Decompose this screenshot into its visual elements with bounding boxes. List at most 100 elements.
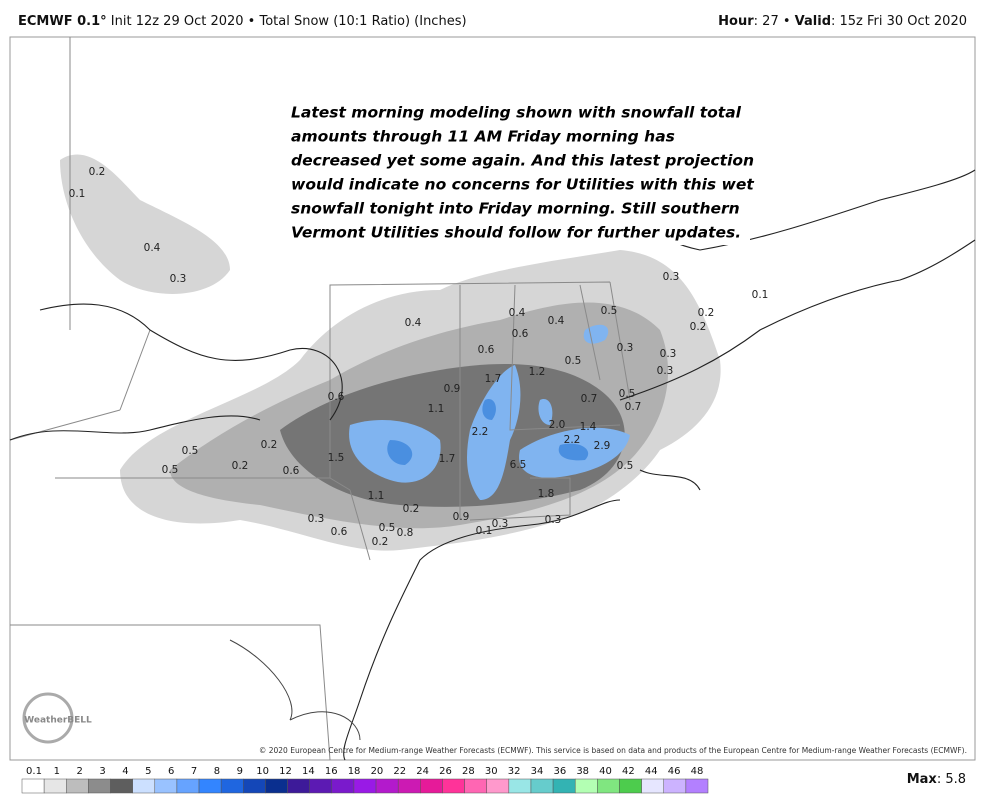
max: Max: 5.8 — [907, 772, 966, 787]
logo-mark — [22, 692, 74, 744]
color-swatch — [420, 778, 443, 794]
map-label: 6.5 — [510, 459, 527, 471]
colorbar-tick: 40 — [599, 766, 612, 777]
map-label: 1.1 — [368, 490, 385, 502]
colorbar-tick: 26 — [439, 766, 452, 777]
annotation: Latest morning modeling shown with snowf… — [291, 104, 754, 242]
annotation-line: snowfall tonight into Friday morning. St… — [291, 200, 740, 218]
annotation-box — [285, 97, 750, 245]
colorbar-tick: 42 — [622, 766, 635, 777]
colorbar-tick: 44 — [645, 766, 658, 777]
map-label: 0.3 — [492, 518, 509, 530]
map-label: 0.9 — [444, 383, 461, 395]
map-label: 0.1 — [69, 188, 86, 200]
colorbar-tick: 4 — [122, 766, 128, 777]
colorbar-tick: 1 — [54, 766, 60, 777]
header-right: Hour: 27 • Valid: 15z Fri 30 Oct 2020 — [718, 14, 967, 29]
map-label: 0.6 — [478, 344, 495, 356]
coastline — [229, 639, 361, 741]
map-label: 0.8 — [397, 527, 414, 539]
map-label: 1.7 — [439, 453, 456, 465]
valid-label: Valid — [795, 14, 831, 29]
colorbar-tick: 38 — [576, 766, 589, 777]
color-swatch — [508, 778, 532, 794]
color-swatch — [641, 778, 664, 794]
color-swatch — [66, 778, 89, 794]
snow-area — [538, 324, 609, 425]
map-label: 0.4 — [405, 317, 422, 329]
map-label: 0.2 — [261, 439, 278, 451]
map-label: 0.1 — [476, 525, 493, 537]
map-label: 0.5 — [162, 464, 179, 476]
color-swatch — [574, 778, 598, 794]
colorbar: 0.1 1 2 3 4 5 6 7 8 9 10 12 14 16 18 20 22 24 26 28 30 32 34 36… — [21, 766, 709, 794]
map-label: 0.3 — [308, 513, 325, 525]
colorbar-tick: 12 — [279, 766, 292, 777]
color-swatch — [88, 778, 111, 794]
annotation-line: amounts through 11 AM Friday morning has — [291, 128, 675, 146]
map-label: 0.5 — [379, 522, 396, 534]
map-label: 0.5 — [182, 445, 199, 457]
colorbar-tick: 0.1 — [26, 766, 42, 777]
copyright: © 2020 European Centre for Medium-range … — [259, 746, 967, 755]
color-swatch — [552, 778, 576, 794]
color-swatch — [243, 778, 266, 794]
color-swatch — [154, 778, 178, 794]
map-label: 0.6 — [331, 526, 348, 538]
boundary — [9, 37, 151, 441]
map-label: 2.0 — [549, 419, 566, 431]
map-label: 1.1 — [428, 403, 445, 415]
map-label: 0.3 — [617, 342, 634, 354]
colorbar-tick: 2 — [77, 766, 83, 777]
map-label: 0.5 — [617, 460, 634, 472]
colorbar-tick: 30 — [485, 766, 498, 777]
valid: : 15z Fri 30 Oct 2020 — [831, 14, 967, 29]
map-label: 0.5 — [565, 355, 582, 367]
colorbar-tick: 9 — [237, 766, 243, 777]
logo: WeatherBELL — [24, 716, 92, 726]
color-swatch — [597, 778, 620, 794]
color-swatch — [21, 778, 45, 794]
color-swatch — [220, 778, 244, 794]
colorbar-tick: 18 — [348, 766, 361, 777]
map-label: 0.1 — [752, 289, 769, 301]
annotation-line: Vermont Utilities should follow for furt… — [291, 224, 741, 242]
colorbar-tick: 8 — [214, 766, 220, 777]
color-swatch — [43, 778, 67, 794]
colorbar-tick: 6 — [168, 766, 174, 777]
map-label: 0.9 — [453, 511, 470, 523]
colorbar-tick: 36 — [553, 766, 566, 777]
map-label: 0.4 — [548, 315, 565, 327]
colorbar-tick: 34 — [531, 766, 544, 777]
colorbar-tick: 28 — [462, 766, 475, 777]
map-label: 0.3 — [170, 273, 187, 285]
map-label: 2.2 — [564, 434, 581, 446]
color-swatch — [464, 778, 487, 794]
map-label: 0.6 — [512, 328, 529, 340]
map-label: 0.4 — [509, 307, 526, 319]
snow-area — [467, 365, 521, 500]
map-label: 0.3 — [545, 514, 562, 526]
colorbar-tick: 16 — [325, 766, 338, 777]
map-label: 0.2 — [372, 536, 389, 548]
run-details: Init 12z 29 Oct 2020 • Total Snow (10:1 … — [107, 14, 467, 29]
map: 0.20.10.40.30.40.40.60.40.50.30.10.20.20… — [9, 36, 976, 761]
map-label: 0.2 — [690, 321, 707, 333]
map-label: 0.2 — [232, 460, 249, 472]
colorbar-tick: 20 — [371, 766, 384, 777]
color-swatch — [132, 778, 156, 794]
map-label: 0.5 — [619, 388, 636, 400]
map-label: 1.5 — [328, 452, 345, 464]
hour: : 27 • — [754, 14, 795, 29]
header-left: ECMWF 0.1° Init 12z 29 Oct 2020 • Total … — [18, 14, 467, 29]
map-label: 0.4 — [144, 242, 161, 254]
snow-area — [60, 154, 230, 294]
color-swatch — [287, 778, 310, 794]
map-label: 1.7 — [485, 373, 502, 385]
map-labels: 0.20.10.40.30.40.40.60.40.50.30.10.20.20… — [69, 166, 769, 548]
map-label: 1.4 — [580, 421, 597, 433]
colorbar-tick: 10 — [256, 766, 269, 777]
annotation-line: Latest morning modeling shown with snowf… — [291, 104, 742, 122]
map-label: 0.7 — [581, 393, 598, 405]
map-label: 2.2 — [472, 426, 489, 438]
